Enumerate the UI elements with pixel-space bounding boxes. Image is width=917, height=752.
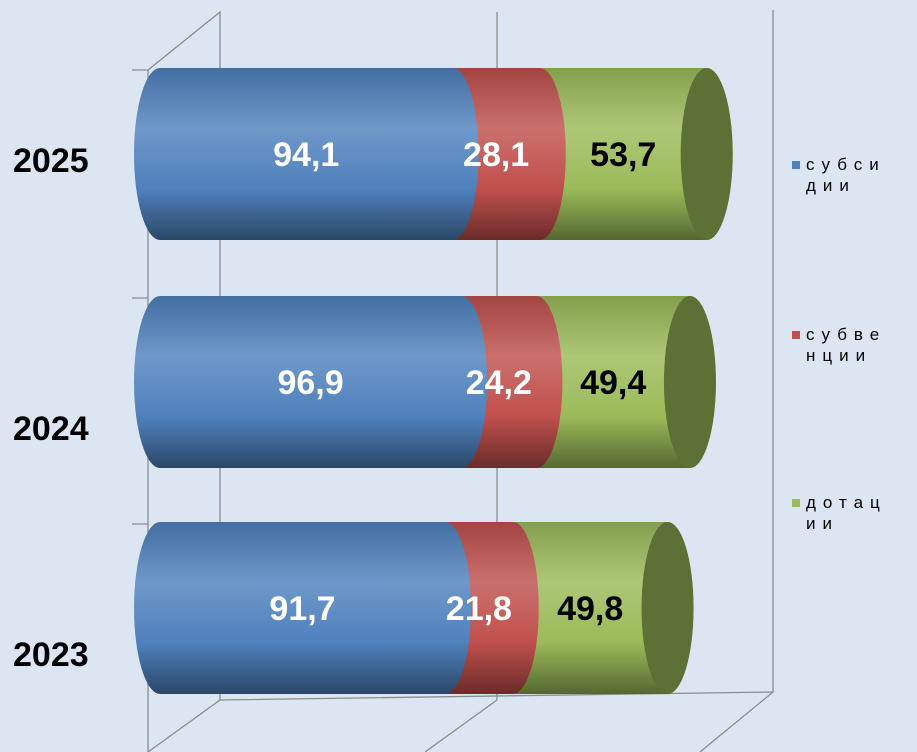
bar-segment bbox=[134, 68, 479, 240]
data-label: 91,7 bbox=[269, 590, 335, 628]
category-label: 2024 bbox=[13, 410, 89, 448]
data-label: 49,4 bbox=[580, 364, 646, 402]
axis-tick-marks bbox=[132, 69, 148, 525]
data-label: 94,1 bbox=[273, 136, 339, 174]
legend-label: ии bbox=[806, 514, 839, 533]
gridline bbox=[147, 10, 221, 700]
legend-label: дии bbox=[806, 176, 856, 195]
bar-segment bbox=[510, 296, 716, 468]
data-label: 96,9 bbox=[277, 364, 343, 402]
bar-end-cap bbox=[641, 522, 694, 694]
data-label: 53,7 bbox=[590, 136, 656, 174]
data-label: 28,1 bbox=[463, 136, 529, 174]
bar-segment bbox=[513, 68, 733, 240]
data-label: 21,8 bbox=[446, 590, 512, 628]
category-labels: 2025 2024 2023 bbox=[13, 142, 89, 674]
bar-segment bbox=[486, 522, 694, 694]
bar-segment bbox=[134, 296, 488, 468]
legend-label: нции bbox=[806, 346, 872, 365]
legend-label: дотац bbox=[806, 493, 887, 512]
legend: субси дии субве нции дотац ии bbox=[792, 155, 887, 533]
data-label: 49,8 bbox=[557, 590, 623, 628]
gridline-floor bbox=[147, 691, 775, 752]
bar-end-cap bbox=[680, 68, 733, 240]
legend-label: субси bbox=[806, 155, 886, 174]
data-label: 24,2 bbox=[466, 364, 532, 402]
legend-swatch bbox=[792, 161, 800, 169]
bars: 94,1 28,1 53,7 96,9 24,2 49,4 91,7 21,8 49,8 bbox=[134, 68, 733, 694]
bar-segment bbox=[134, 522, 471, 694]
category-label: 2025 bbox=[13, 142, 89, 180]
legend-label: субве bbox=[806, 325, 886, 344]
category-label: 2023 bbox=[13, 636, 89, 674]
gridline bbox=[424, 699, 498, 752]
bar-end-cap bbox=[663, 296, 716, 468]
legend-swatch bbox=[792, 331, 800, 339]
legend-swatch bbox=[792, 499, 800, 507]
